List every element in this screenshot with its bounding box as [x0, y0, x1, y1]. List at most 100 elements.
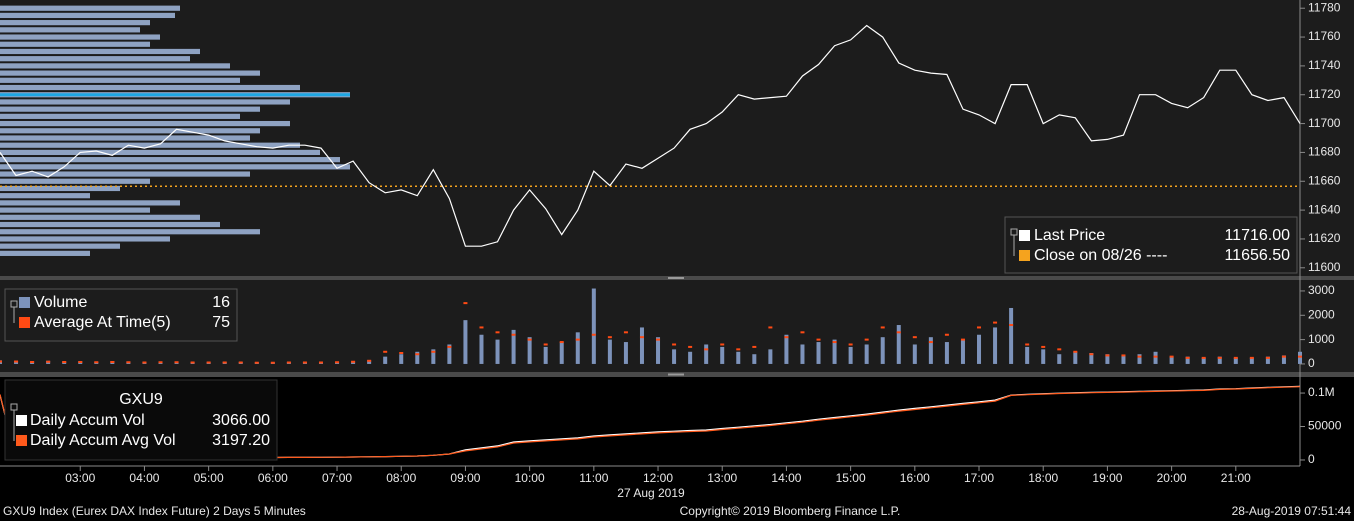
volume-bar — [960, 339, 965, 364]
average-marker — [270, 361, 275, 364]
volume-bar — [912, 344, 917, 364]
average-marker — [142, 361, 147, 364]
volume-bar — [415, 351, 420, 364]
average-marker — [1041, 345, 1046, 348]
volume-bar — [1169, 356, 1174, 364]
profile-bar — [0, 106, 260, 112]
profile-bar — [0, 229, 260, 235]
profile-bar — [0, 41, 150, 47]
profile-bar — [0, 84, 300, 91]
average-marker — [591, 333, 596, 336]
average-marker — [848, 343, 853, 346]
average-marker — [447, 345, 452, 348]
average-marker — [559, 341, 564, 344]
y-tick-label: 11660 — [1308, 173, 1341, 187]
average-marker — [30, 361, 35, 364]
x-tick-label: 06:00 — [258, 471, 288, 485]
average-marker — [1025, 343, 1030, 346]
average-marker — [190, 361, 195, 364]
average-marker — [880, 326, 885, 329]
profile-bar — [0, 236, 170, 242]
volume-bar — [944, 342, 949, 364]
average-marker — [1298, 355, 1302, 358]
legend-value: 16 — [212, 294, 230, 311]
volume-bar — [1025, 346, 1030, 364]
footer-center: Copyright© 2019 Bloomberg Finance L.P. — [680, 504, 901, 518]
volume-bar — [816, 342, 821, 364]
volume-bar — [463, 320, 468, 364]
average-marker — [1137, 355, 1142, 358]
profile-bar — [0, 128, 260, 134]
legend-label: Daily Accum Avg Vol — [30, 432, 176, 449]
volume-bar — [848, 346, 853, 364]
volume-bar — [639, 327, 644, 364]
average-marker — [1009, 324, 1014, 327]
profile-bar — [0, 243, 120, 249]
x-tick-label: 14:00 — [771, 471, 801, 485]
legend-box — [1004, 216, 1298, 274]
y-tick-label: 11700 — [1308, 116, 1341, 130]
average-marker — [0, 360, 2, 363]
volume-bar — [1298, 351, 1302, 364]
date-label: 27 Aug 2019 — [617, 486, 685, 500]
volume-bar — [1137, 354, 1142, 364]
average-marker — [14, 360, 19, 363]
average-marker — [1057, 348, 1062, 351]
legend-swatch — [16, 415, 27, 426]
average-marker — [1169, 355, 1174, 358]
legend-label: Daily Accum Vol — [30, 412, 145, 429]
volume-bar — [479, 334, 484, 364]
legend-value: 3197.20 — [212, 432, 270, 449]
volume-bar — [880, 337, 885, 364]
divider-handle — [668, 277, 684, 279]
y-tick-label: 0 — [1308, 356, 1315, 370]
average-marker — [928, 341, 933, 344]
x-tick-label: 08:00 — [386, 471, 416, 485]
x-tick-label: 11:00 — [579, 471, 608, 485]
volume-bar — [1089, 353, 1094, 364]
average-marker — [126, 361, 131, 364]
volume-bar — [1217, 356, 1222, 364]
volume-bar — [1073, 351, 1078, 364]
legend-value: 11716.00 — [1224, 227, 1290, 244]
average-marker — [367, 359, 372, 362]
average-marker — [1201, 356, 1206, 359]
profile-bar — [0, 63, 230, 69]
footer-right: 28-Aug-2019 07:51:44 — [1232, 504, 1352, 518]
volume-bar — [367, 360, 372, 364]
average-marker — [399, 352, 404, 354]
x-tick-label: 13:00 — [707, 471, 737, 485]
profile-bar — [0, 135, 250, 141]
average-marker — [720, 343, 725, 346]
x-tick-label: 20:00 — [1157, 471, 1187, 485]
legend-value: 11656.50 — [1224, 247, 1290, 264]
legend-title: GXU9 — [119, 391, 163, 408]
volume-bar — [383, 356, 388, 364]
average-marker — [784, 336, 789, 339]
volume-bar — [864, 344, 869, 364]
profile-bar — [0, 34, 160, 40]
average-marker — [1105, 354, 1110, 357]
average-marker — [639, 336, 644, 339]
average-marker — [977, 326, 982, 329]
x-tick-label: 04:00 — [129, 471, 159, 485]
profile-bar — [0, 27, 140, 33]
profile-bar — [0, 20, 150, 26]
average-marker — [351, 360, 356, 363]
average-marker — [960, 338, 965, 341]
volume-bar — [1249, 357, 1254, 364]
average-marker — [607, 336, 612, 339]
average-marker — [318, 361, 323, 364]
profile-bar — [0, 120, 290, 127]
average-marker — [431, 350, 436, 353]
y-tick-label: 0.1M — [1308, 385, 1335, 399]
x-tick-label: 05:00 — [194, 471, 224, 485]
volume-bar — [832, 339, 837, 364]
average-marker — [383, 350, 388, 353]
profile-bar — [0, 185, 120, 192]
y-tick-label: 2000 — [1308, 307, 1335, 321]
average-marker — [704, 348, 709, 351]
volume-bar — [623, 342, 628, 364]
average-marker — [527, 338, 532, 341]
